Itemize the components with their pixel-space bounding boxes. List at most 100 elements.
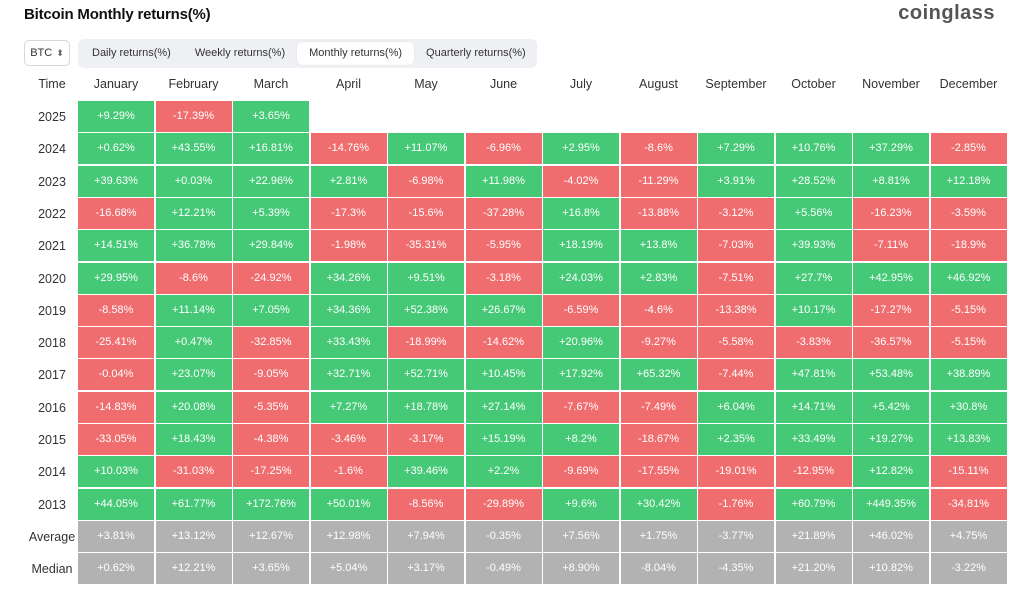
return-cell: -14.76% — [310, 133, 387, 165]
return-cell: -33.05% — [78, 424, 154, 455]
return-cell: -35.31% — [388, 230, 464, 262]
summary-cell: +10.82% — [853, 553, 929, 585]
return-cell: -37.28% — [465, 197, 542, 229]
return-cell: -14.83% — [78, 391, 154, 423]
return-cell: +2.83% — [620, 262, 697, 294]
summary-cell: -8.04% — [620, 553, 697, 585]
return-cell: +172.76% — [233, 488, 309, 520]
year-label: 2020 — [38, 271, 66, 286]
summary-cell: -0.49% — [465, 553, 542, 585]
month-header-march: March — [253, 77, 289, 91]
return-cell: -18.9% — [930, 230, 1007, 262]
return-cell: -5.35% — [233, 391, 309, 423]
summary-cell: +7.56% — [543, 520, 619, 552]
year-label: 2016 — [38, 400, 66, 415]
return-cell: +11.98% — [465, 165, 542, 197]
return-cell: -3.59% — [930, 197, 1007, 229]
return-cell: +30.8% — [930, 391, 1007, 423]
return-cell: +22.96% — [233, 165, 309, 197]
period-tabs: Daily returns(%) Weekly returns(%) Month… — [78, 39, 537, 68]
return-cell: +8.81% — [853, 165, 929, 197]
return-cell: +29.84% — [233, 230, 309, 262]
return-cell: +2.2% — [465, 456, 542, 488]
return-cell: +7.29% — [698, 133, 774, 165]
return-cell: -25.41% — [78, 327, 154, 359]
month-header-october: October — [791, 77, 836, 91]
return-cell: -34.81% — [930, 488, 1007, 520]
return-cell: +3.91% — [698, 165, 774, 197]
year-label: 2024 — [38, 142, 66, 157]
summary-label: Average — [28, 529, 76, 544]
tab-weekly-returns[interactable]: Weekly returns(%) — [194, 47, 286, 59]
return-cell: +23.07% — [155, 359, 232, 391]
return-cell: -12.95% — [775, 456, 852, 488]
return-cell: +52.38% — [388, 294, 464, 326]
tab-daily-returns[interactable]: Daily returns(%) — [92, 47, 171, 59]
return-cell: +32.71% — [310, 359, 387, 391]
return-cell: -31.03% — [155, 456, 232, 488]
asset-select-value: BTC — [30, 47, 53, 59]
summary-cell: +12.67% — [233, 520, 309, 552]
year-label: 2017 — [38, 368, 66, 383]
return-cell: +11.14% — [155, 294, 232, 326]
return-cell: +30.42% — [620, 488, 697, 520]
return-cell: -7.44% — [698, 359, 774, 391]
return-cell: -13.88% — [620, 197, 697, 229]
return-cell: +28.52% — [775, 165, 852, 197]
return-cell: +39.93% — [775, 230, 852, 262]
return-cell: +36.78% — [155, 230, 232, 262]
return-cell: +53.48% — [853, 359, 929, 391]
chevron-up-down-icon: ⬍ — [56, 47, 64, 58]
summary-cell: +13.12% — [155, 520, 232, 552]
brand-logo[interactable]: coinglass — [898, 2, 995, 24]
summary-cell: +12.98% — [310, 520, 387, 552]
return-cell: +11.07% — [388, 133, 464, 165]
return-cell: -1.98% — [310, 230, 387, 262]
return-cell: +12.21% — [155, 197, 232, 229]
return-cell: +17.92% — [543, 359, 619, 391]
return-cell: +14.71% — [775, 391, 852, 423]
month-header-april: April — [335, 77, 361, 91]
return-cell: +18.78% — [388, 391, 464, 423]
return-cell: -9.69% — [543, 456, 619, 488]
return-cell: -0.04% — [78, 359, 154, 391]
return-cell: +12.18% — [930, 165, 1007, 197]
return-cell: -5.15% — [930, 327, 1007, 359]
return-cell: -17.55% — [620, 456, 697, 488]
return-cell: -8.56% — [388, 488, 464, 520]
return-cell: +13.8% — [620, 230, 697, 262]
summary-cell: +0.62% — [78, 553, 154, 585]
tab-monthly-returns[interactable]: Monthly returns(%) — [297, 42, 415, 65]
return-cell: +20.08% — [155, 391, 232, 423]
year-label: 2022 — [38, 206, 66, 221]
return-cell: +18.19% — [543, 230, 619, 262]
return-cell: +44.05% — [78, 488, 154, 520]
return-cell: -3.17% — [388, 424, 464, 455]
return-cell: -4.38% — [233, 424, 309, 455]
summary-cell: +5.04% — [310, 553, 387, 585]
return-cell: -5.95% — [465, 230, 542, 262]
time-column-header: Time — [38, 77, 66, 91]
return-cell: +6.04% — [698, 391, 774, 423]
return-cell: +7.05% — [233, 294, 309, 326]
return-cell: -4.02% — [543, 165, 619, 197]
return-cell: +39.46% — [388, 456, 464, 488]
return-cell: +9.29% — [78, 101, 154, 132]
return-cell: -8.6% — [155, 262, 232, 294]
return-cell: -3.18% — [465, 262, 542, 294]
return-cell: +24.03% — [543, 262, 619, 294]
return-cell: -14.62% — [465, 327, 542, 359]
return-cell: +5.39% — [233, 197, 309, 229]
tab-quarterly-returns[interactable]: Quarterly returns(%) — [426, 47, 526, 59]
return-cell: +27.7% — [775, 262, 852, 294]
asset-select[interactable]: BTC ⬍ — [24, 40, 70, 66]
return-cell: +5.56% — [775, 197, 852, 229]
return-cell: +26.67% — [465, 294, 542, 326]
return-cell: +20.96% — [543, 327, 619, 359]
return-cell: +27.14% — [465, 391, 542, 423]
return-cell: +42.95% — [853, 262, 929, 294]
return-cell: +34.36% — [310, 294, 387, 326]
return-cell: -8.6% — [620, 133, 697, 165]
return-cell: +52.71% — [388, 359, 464, 391]
month-header-july: July — [569, 77, 593, 91]
